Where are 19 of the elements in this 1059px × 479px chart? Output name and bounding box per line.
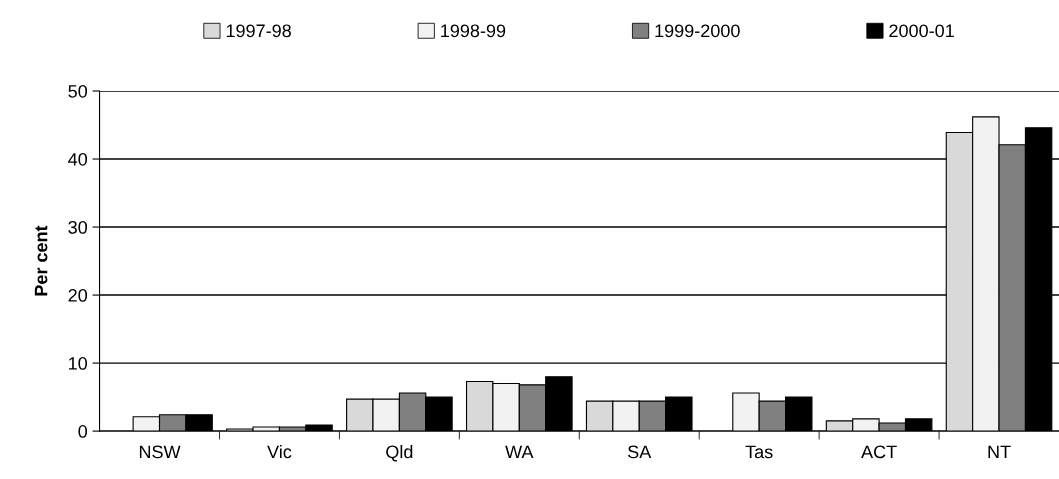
- legend-label: 1997-98: [226, 24, 291, 38]
- y-tick-label: 40: [68, 152, 88, 166]
- y-tick-label: 0: [78, 425, 88, 438]
- y-tick-label: 10: [69, 357, 88, 370]
- x-tick-label: Vic: [267, 444, 292, 459]
- x-tick-label: NSW: [139, 445, 181, 459]
- legend-label: 2000-01: [889, 24, 954, 38]
- y-tick-label: 20: [68, 289, 88, 302]
- x-tick-label: Tas: [745, 445, 773, 459]
- x-tick-label: Qld: [386, 444, 413, 462]
- x-tick-label: WA: [505, 445, 534, 459]
- x-tick-label: SA: [628, 445, 652, 459]
- y-tick-label: 50: [68, 84, 88, 98]
- x-tick-label: ACT: [861, 445, 897, 459]
- legend-label: 1999-2000: [655, 24, 740, 38]
- y-axis-title: Per cent: [34, 225, 48, 296]
- y-tick-label: 30: [68, 220, 88, 234]
- x-tick-label: NT: [988, 445, 1011, 459]
- legend-label: 1998-99: [441, 24, 506, 38]
